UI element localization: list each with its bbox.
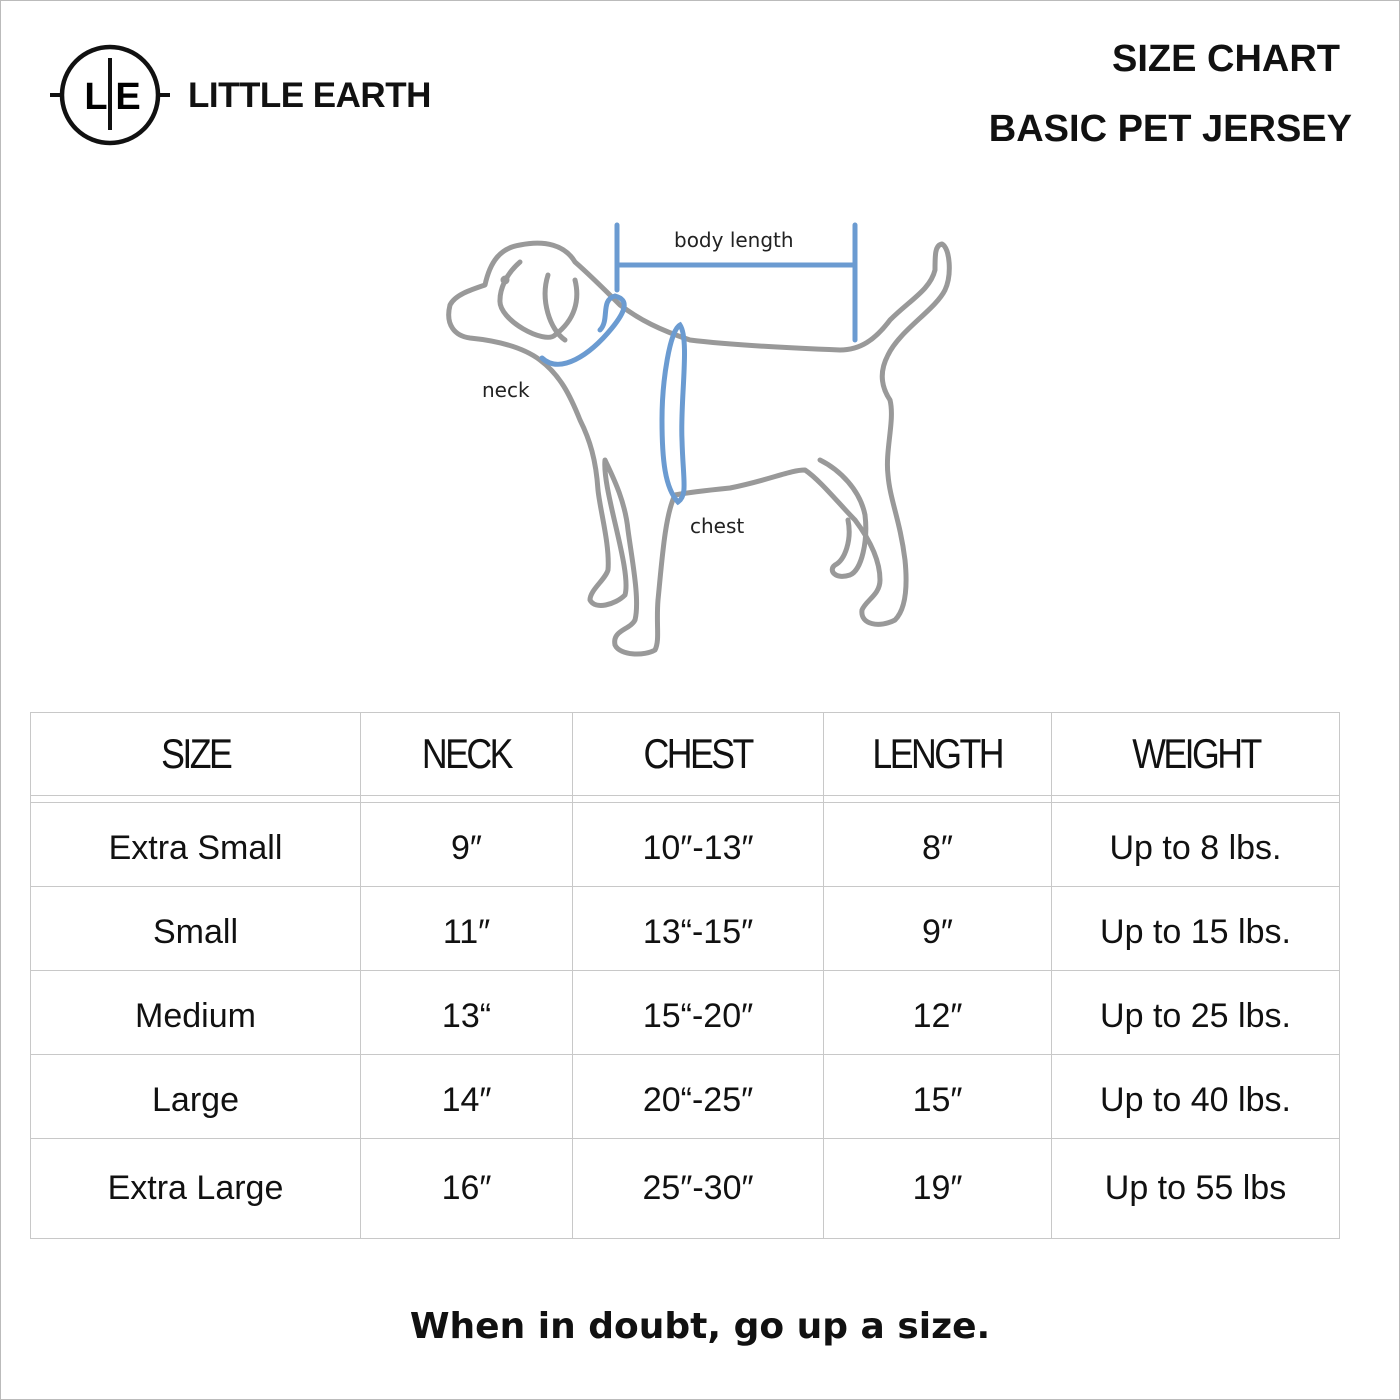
size-cell: Extra Small <box>30 802 361 887</box>
chest-cell: 25″-30″ <box>572 1138 824 1239</box>
header-divider <box>30 795 1340 803</box>
sizing-advice: When in doubt, go up a size. <box>409 1306 991 1347</box>
neck-measure <box>539 293 627 367</box>
chest-cell: 10″-13″ <box>572 802 824 887</box>
table-row: Small 11″ 13“-15″ 9″ Up to 15 lbs. <box>30 886 1340 971</box>
table-row: Medium 13“ 15“-20″ 12″ Up to 25 lbs. <box>30 970 1340 1055</box>
size-cell: Small <box>30 886 361 971</box>
length-cell: 8″ <box>823 802 1052 887</box>
neck-cell: 16″ <box>360 1138 573 1239</box>
size-cell: Extra Large <box>30 1138 361 1239</box>
neck-label: neck <box>482 378 530 402</box>
page-title: SIZE CHART <box>1112 38 1340 80</box>
neck-cell: 9″ <box>360 802 573 887</box>
brand-name: LITTLE EARTH <box>188 76 431 115</box>
svg-text:L: L <box>84 76 107 118</box>
chest-cell: 20“-25″ <box>572 1054 824 1139</box>
dog-measurement-diagram <box>446 222 952 657</box>
neck-cell: 13“ <box>360 970 573 1055</box>
chest-label: chest <box>690 514 745 538</box>
svg-text:E: E <box>115 76 140 118</box>
table-row: Extra Large 16″ 25″-30″ 19″ Up to 55 lbs <box>30 1138 1340 1239</box>
product-name: BASIC PET JERSEY <box>988 108 1352 150</box>
chest-cell: 15“-20″ <box>572 970 824 1055</box>
column-header: SIZE <box>30 712 361 796</box>
size-cell: Medium <box>30 970 361 1055</box>
column-header: NECK <box>360 712 573 796</box>
column-header: CHEST <box>572 712 824 796</box>
size-cell: Large <box>30 1054 361 1139</box>
weight-cell: Up to 40 lbs. <box>1051 1054 1340 1139</box>
column-header: WEIGHT <box>1051 712 1340 796</box>
size-table: SIZE NECK CHEST LENGTH WEIGHT Extra Smal… <box>30 712 1340 1239</box>
length-cell: 12″ <box>823 970 1052 1055</box>
length-cell: 9″ <box>823 886 1052 971</box>
chest-cell: 13“-15″ <box>572 886 824 971</box>
chest-measure <box>659 321 688 506</box>
weight-cell: Up to 8 lbs. <box>1051 802 1340 887</box>
length-cell: 19″ <box>823 1138 1052 1239</box>
table-header-row: SIZE NECK CHEST LENGTH WEIGHT <box>30 712 1340 796</box>
table-row: Extra Small 9″ 10″-13″ 8″ Up to 8 lbs. <box>30 802 1340 887</box>
dog-outline <box>446 240 952 657</box>
weight-cell: Up to 15 lbs. <box>1051 886 1340 971</box>
table-row: Large 14″ 20“-25″ 15″ Up to 40 lbs. <box>30 1054 1340 1139</box>
neck-cell: 14″ <box>360 1054 573 1139</box>
neck-cell: 11″ <box>360 886 573 971</box>
little-earth-logo: L E <box>50 44 170 146</box>
weight-cell: Up to 25 lbs. <box>1051 970 1340 1055</box>
body-length-label: body length <box>674 228 794 252</box>
length-cell: 15″ <box>823 1054 1052 1139</box>
weight-cell: Up to 55 lbs <box>1051 1138 1340 1239</box>
column-header: LENGTH <box>823 712 1052 796</box>
